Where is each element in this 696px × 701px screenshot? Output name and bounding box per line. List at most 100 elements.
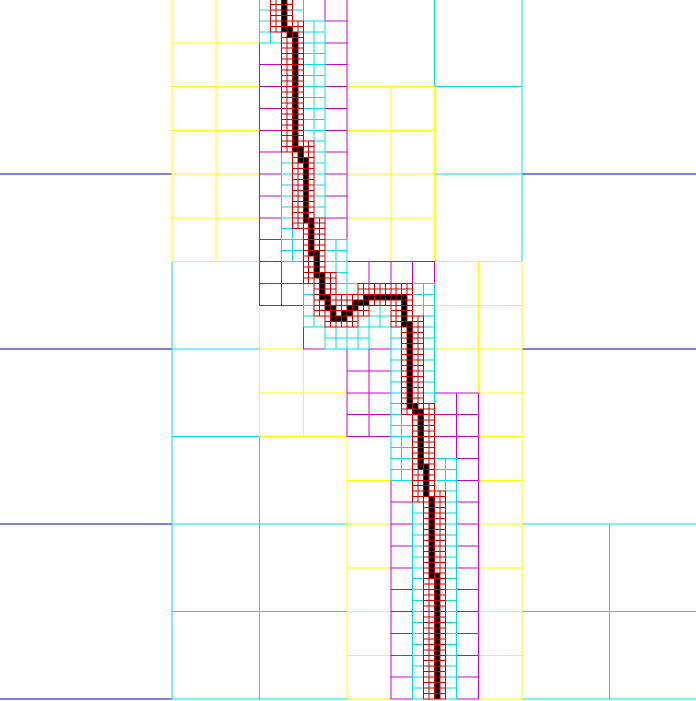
path-cell [406, 403, 414, 410]
quadtree-cell [280, 64, 288, 71]
path-cell [412, 408, 419, 416]
quadtree-cell [423, 457, 430, 465]
quadtree-cell [412, 436, 419, 443]
quadtree-cell [406, 408, 414, 416]
quadtree-cell [428, 627, 435, 634]
quadtree-cell [215, 173, 260, 219]
quadtree-cell [335, 299, 343, 306]
quadtree-cell [401, 408, 408, 416]
path-cell [417, 463, 425, 470]
quadtree-cell [368, 414, 392, 438]
quadtree-cell [324, 64, 348, 88]
quadtree-cell [434, 556, 441, 563]
quadtree-cell [259, 436, 348, 525]
quadtree-cell [428, 600, 435, 607]
quadtree-cell [346, 611, 392, 656]
quadtree-cell [390, 315, 397, 323]
quadtree-cell [423, 392, 435, 405]
quadtree-cell [286, 20, 293, 27]
quadtree-cell [412, 621, 425, 634]
quadtree-cell [346, 567, 392, 612]
quadtree-cell [291, 228, 304, 241]
quadtree-cell [308, 178, 315, 186]
quadtree-cell [302, 392, 348, 437]
quadtree-cell [291, 168, 299, 175]
quadtree-cell [280, 36, 288, 44]
quadtree-cell [286, 58, 293, 66]
quadtree-cell [286, 91, 293, 98]
quadtree-cell [439, 654, 446, 662]
quadtree-cell [434, 86, 523, 175]
quadtree-cell [439, 660, 446, 667]
quadtree-cell [412, 523, 425, 536]
path-cell [291, 58, 299, 66]
quadtree-cell [423, 605, 430, 613]
path-cell [302, 168, 310, 175]
quadtree-cell [259, 217, 282, 241]
quadtree-cell [280, 250, 293, 262]
quadtree-cell [390, 567, 414, 591]
quadtree-cell [412, 392, 419, 399]
quadtree-cell [423, 282, 435, 295]
quadtree-cell [412, 501, 425, 514]
quadtree-cell [297, 173, 304, 180]
quadtree-cell [308, 157, 315, 164]
path-cell [417, 441, 425, 448]
quadtree-cell [423, 304, 435, 317]
quadtree-cell [346, 436, 392, 481]
quadtree-cell [297, 53, 304, 60]
quadtree-cell [423, 550, 430, 558]
quadtree-cell [297, 118, 304, 126]
quadtree-cell [439, 693, 446, 700]
quadtree-cell [351, 321, 359, 328]
quadtree-cell [357, 326, 370, 339]
quadtree-cell [412, 364, 419, 372]
quadtree-cell [351, 310, 359, 317]
path-cell [434, 687, 441, 695]
path-cell [302, 173, 310, 180]
quadtree-cell [439, 627, 446, 634]
quadtree-cell [428, 660, 435, 667]
quadtree-cell [313, 233, 321, 241]
path-cell [401, 299, 408, 306]
path-cell [428, 518, 435, 525]
quadtree-cell [0, 0, 173, 175]
quadtree-cell [477, 654, 523, 700]
quadtree-cell [379, 299, 386, 306]
quadtree-cell [417, 343, 425, 350]
quadtree-cell [308, 266, 315, 273]
quadtree-cell [439, 496, 446, 503]
quadtree-cell [401, 468, 414, 481]
quadtree-cell [455, 436, 479, 459]
quadtree-cell [346, 326, 359, 339]
quadtree-cell [423, 425, 430, 432]
quadtree-cell [439, 643, 446, 651]
quadtree-cell [434, 348, 479, 394]
path-cell [423, 474, 430, 481]
quadtree-cell [171, 42, 217, 87]
quadtree-cell [0, 523, 173, 700]
quadtree-cell [308, 162, 315, 170]
quadtree-cell [291, 20, 299, 27]
quadtree-cell [428, 457, 435, 465]
path-cell [319, 293, 326, 301]
quadtree-cell [297, 217, 304, 224]
quadtree-cell [444, 589, 457, 602]
quadtree-cell [308, 189, 315, 197]
path-cell [286, 25, 293, 33]
quadtree-cell [423, 600, 430, 607]
quadtree-cell [423, 381, 435, 394]
path-cell [302, 200, 310, 208]
path-cell [428, 572, 435, 580]
quadtree-cell [401, 375, 408, 383]
path-cell [406, 321, 414, 328]
quadtree-cell [215, 217, 260, 262]
quadtree-cell [412, 441, 419, 448]
quadtree-cell [444, 490, 457, 503]
quadtree-cell [302, 129, 315, 142]
quadtree-cell [401, 392, 408, 399]
quadtree-cell [313, 42, 326, 55]
quadtree-cell [297, 168, 304, 175]
quadtree-cell [297, 102, 304, 109]
quadtree-cell [439, 671, 446, 678]
